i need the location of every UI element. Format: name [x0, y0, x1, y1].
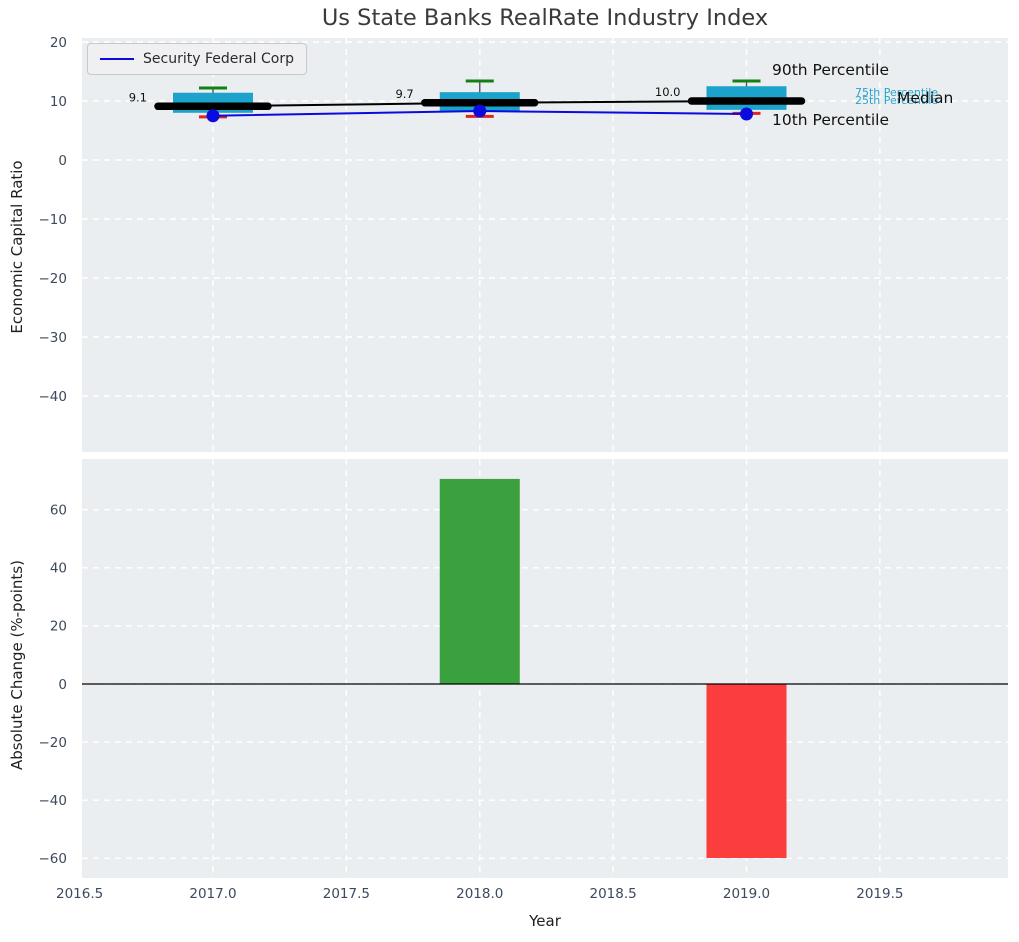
x-tick-label: 2017.0 [189, 886, 236, 902]
y-axis-label-bottom: Absolute Change (%-points) [8, 560, 26, 770]
annotation-median: Median [897, 89, 954, 107]
median-value-label: 9.1 [129, 90, 147, 104]
y-tick-label: −40 [39, 793, 68, 809]
bottom-plot-background [82, 459, 1008, 878]
y-tick-label: 0 [58, 153, 67, 169]
x-tick-label: 2019.0 [723, 886, 770, 902]
series-marker [740, 107, 753, 121]
y-tick-label: 0 [58, 677, 67, 693]
y-tick-label: 40 [50, 561, 67, 577]
page-title: Us State Banks RealRate Industry Index [321, 5, 769, 31]
y-tick-label: −20 [39, 735, 68, 751]
legend: Security Federal Corp [87, 43, 307, 75]
y-axis-label-top: Economic Capital Ratio [8, 160, 26, 334]
y-tick-label: −60 [39, 851, 68, 867]
x-tick-label: 2016.5 [56, 886, 103, 902]
y-tick-label: −10 [39, 212, 68, 228]
y-tick-label: −30 [39, 330, 68, 346]
x-axis-label: Year [529, 912, 561, 930]
annotation-75th-percentile: 75th Percentile [855, 86, 939, 99]
bar-negative [706, 684, 787, 859]
y-tick-label: 10 [50, 94, 67, 110]
x-tick-label: 2017.5 [323, 886, 370, 902]
y-tick-label: −40 [39, 389, 68, 405]
x-tick-label: 2018.0 [456, 886, 503, 902]
annotation-25th-percentile: 25th Percentile [855, 94, 939, 107]
y-tick-label: 60 [50, 503, 67, 519]
series-marker [206, 109, 220, 123]
annotation-10th-percentile: 10th Percentile [772, 111, 890, 129]
x-tick-label: 2019.5 [856, 886, 903, 902]
median-value-label: 10.0 [655, 85, 681, 99]
legend-label: Security Federal Corp [143, 51, 294, 67]
y-tick-label: 20 [50, 35, 67, 51]
annotation-90th-percentile: 90th Percentile [772, 61, 890, 79]
series-marker [473, 104, 487, 118]
y-tick-label: 20 [50, 619, 67, 635]
y-tick-label: −20 [39, 271, 68, 287]
bar-positive [439, 478, 520, 684]
x-tick-label: 2018.5 [590, 886, 637, 902]
median-value-label: 9.7 [395, 87, 413, 101]
legend-line-icon [100, 58, 134, 60]
